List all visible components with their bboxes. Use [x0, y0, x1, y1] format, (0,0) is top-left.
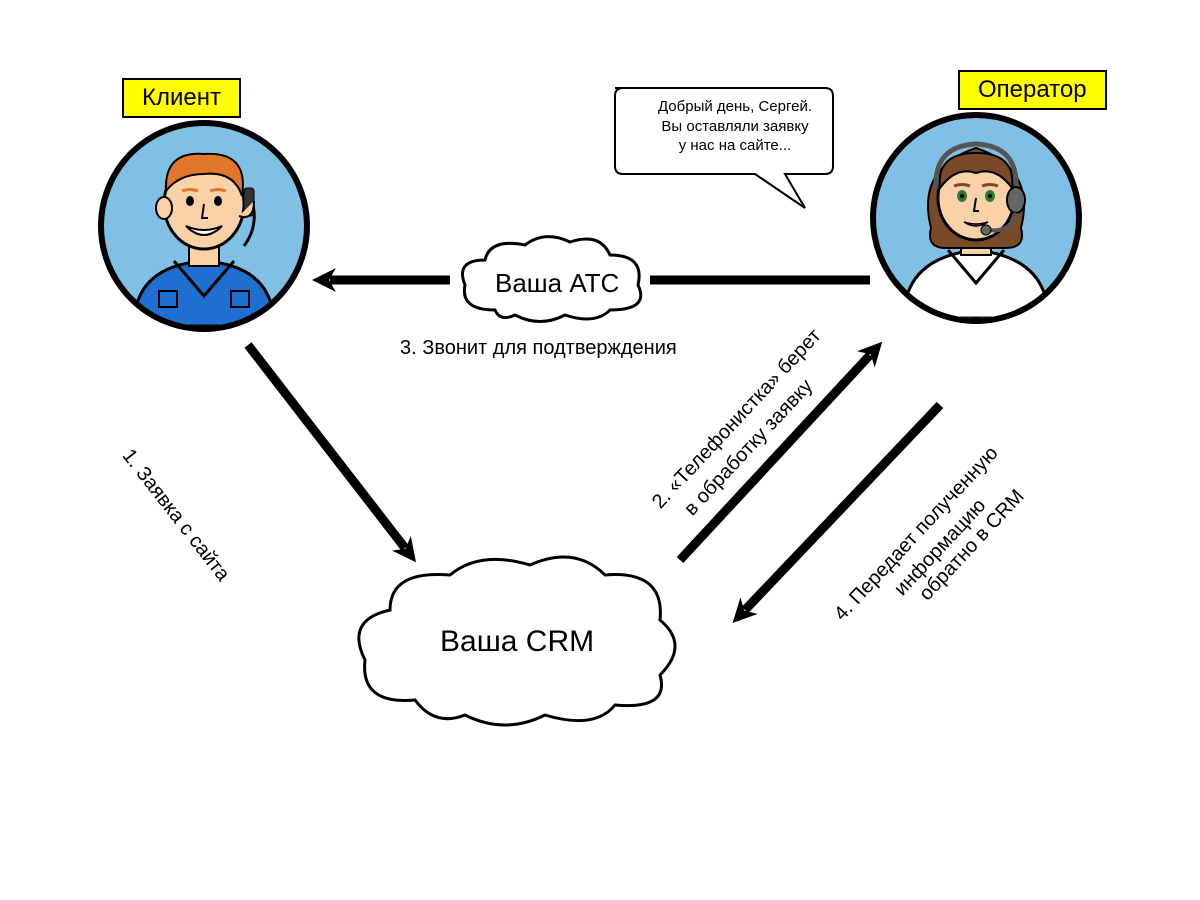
- arrow-client-to-crm: [248, 345, 405, 548]
- edge3-label: 3. Звонит для подтверждения: [400, 337, 677, 360]
- arrows-layer: [0, 0, 1200, 900]
